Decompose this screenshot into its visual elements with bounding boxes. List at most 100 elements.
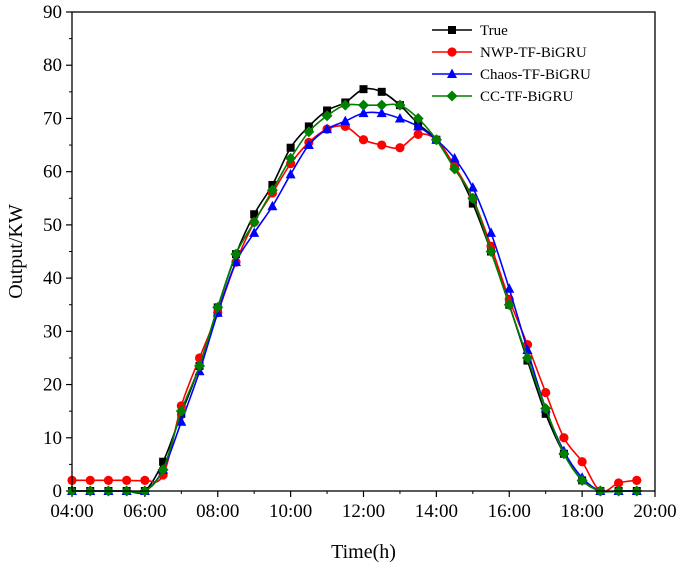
data-point-cc-tf-bigru <box>449 163 461 175</box>
series-line-chaos-tf-bigru <box>71 111 637 494</box>
data-point-cc-tf-bigru <box>503 299 515 311</box>
data-point-cc-tf-bigru <box>339 99 351 111</box>
data-point-nwp-tf-bigru <box>559 433 569 443</box>
data-point-nwp-tf-bigru <box>541 387 551 398</box>
data-point-cc-tf-bigru <box>540 403 552 415</box>
legend-label: Chaos-TF-BiGRU <box>480 67 591 83</box>
data-point-chaos-tf-bigru <box>303 139 314 150</box>
data-point-chaos-tf-bigru <box>467 182 478 192</box>
series-line-true <box>71 87 637 494</box>
y-tick-label: 40 <box>43 268 62 289</box>
legend-marker <box>447 47 457 57</box>
data-point-chaos-tf-bigru <box>376 107 387 118</box>
data-point-cc-tf-bigru <box>485 246 497 257</box>
data-point-cc-tf-bigru <box>175 405 187 417</box>
x-tick-label: 10:00 <box>269 501 312 522</box>
data-point-cc-tf-bigru <box>467 192 479 204</box>
data-point-chaos-tf-bigru <box>449 152 460 163</box>
plot-frame <box>71 11 656 492</box>
y-tick-label: 50 <box>43 215 62 236</box>
y-tick-label: 0 <box>53 481 63 502</box>
legend-label: True <box>480 23 508 39</box>
data-point-chaos-tf-bigru <box>394 112 405 123</box>
axis-ticks: 04:00 06:00 08:00 10:00 12:00 14:00 16:00 18:00… <box>43 2 677 522</box>
x-tick-label: 18:00 <box>560 501 603 522</box>
data-point-chaos-tf-bigru <box>486 227 497 237</box>
data-point-cc-tf-bigru <box>230 248 242 260</box>
y-tick-label: 70 <box>43 108 62 129</box>
data-point-chaos-tf-bigru <box>504 283 515 293</box>
legend-marker <box>448 26 456 34</box>
legend-item-chaos-tf-bigru: Chaos-TF-BiGRU <box>432 67 591 83</box>
y-tick-label: 10 <box>43 428 62 449</box>
data-point-cc-tf-bigru <box>576 474 588 486</box>
data-point-true <box>359 85 368 94</box>
y-tick-label: 60 <box>43 162 62 183</box>
data-point-nwp-tf-bigru <box>377 140 387 150</box>
data-point-cc-tf-bigru <box>394 99 406 111</box>
data-point-cc-tf-bigru <box>212 301 224 313</box>
series-nwp-tf-bigru <box>67 121 642 496</box>
data-point-nwp-tf-bigru <box>103 475 114 485</box>
x-axis-title: Time(h) <box>331 541 396 563</box>
legend-item-nwp-tf-bigru: NWP-TF-BiGRU <box>432 45 587 61</box>
data-point-cc-tf-bigru <box>194 360 206 372</box>
data-point-cc-tf-bigru <box>558 448 570 460</box>
data-point-nwp-tf-bigru <box>85 475 95 485</box>
data-point-chaos-tf-bigru <box>267 200 278 211</box>
x-tick-label: 08:00 <box>196 501 239 522</box>
data-point-chaos-tf-bigru <box>322 123 333 134</box>
data-point-nwp-tf-bigru <box>140 475 150 485</box>
data-point-cc-tf-bigru <box>430 134 442 146</box>
series-cc-tf-bigru <box>66 99 643 497</box>
data-point-chaos-tf-bigru <box>176 416 187 426</box>
legend-marker <box>446 90 458 102</box>
data-point-chaos-tf-bigru <box>285 168 296 179</box>
y-tick-label: 20 <box>43 375 62 396</box>
data-point-true <box>159 457 168 466</box>
x-tick-label: 16:00 <box>488 501 531 522</box>
data-point-nwp-tf-bigru <box>395 143 405 153</box>
y-tick-label: 80 <box>43 55 62 76</box>
data-point-nwp-tf-bigru <box>122 475 132 485</box>
data-point-nwp-tf-bigru <box>613 478 624 488</box>
series-line-cc-tf-bigru <box>71 103 637 494</box>
x-tick-label: 04:00 <box>50 501 93 522</box>
data-point-chaos-tf-bigru <box>340 115 351 126</box>
data-point-cc-tf-bigru <box>266 184 278 196</box>
legend-label: NWP-TF-BiGRU <box>480 45 587 61</box>
series-group <box>66 85 643 497</box>
data-point-chaos-tf-bigru <box>249 227 260 237</box>
x-tick-label: 14:00 <box>415 501 458 522</box>
data-point-nwp-tf-bigru <box>413 129 423 140</box>
data-point-cc-tf-bigru <box>303 126 315 138</box>
data-point-true <box>286 143 295 152</box>
data-point-cc-tf-bigru <box>285 152 297 164</box>
y-tick-label: 30 <box>43 321 62 342</box>
data-point-chaos-tf-bigru <box>230 256 241 267</box>
data-point-true <box>250 210 259 219</box>
legend-label: CC-TF-BiGRU <box>480 89 574 105</box>
data-point-chaos-tf-bigru <box>413 120 424 131</box>
data-point-nwp-tf-bigru <box>577 457 587 467</box>
data-point-nwp-tf-bigru <box>358 135 369 145</box>
y-tick-label: 90 <box>43 2 62 23</box>
data-point-chaos-tf-bigru <box>358 107 369 118</box>
series-line-nwp-tf-bigru <box>71 124 637 493</box>
y-axis-title: Output/KW <box>5 204 27 299</box>
data-point-cc-tf-bigru <box>248 216 260 228</box>
data-point-nwp-tf-bigru <box>632 475 642 485</box>
data-point-true <box>377 87 386 96</box>
data-point-cc-tf-bigru <box>157 464 169 476</box>
x-tick-label: 12:00 <box>342 501 385 522</box>
x-tick-label: 06:00 <box>123 501 166 522</box>
x-tick-label: 20:00 <box>633 501 676 522</box>
data-point-cc-tf-bigru <box>521 352 533 364</box>
legend-item-true: True <box>432 23 508 39</box>
data-point-cc-tf-bigru <box>412 112 424 124</box>
legend-marker <box>447 68 457 78</box>
legend: True NWP-TF-BiGRU Chaos-TF-BiGRU CC-TF-BiGR… <box>432 23 591 105</box>
data-point-cc-tf-bigru <box>376 99 388 111</box>
legend-item-cc-tf-bigru: CC-TF-BiGRU <box>432 89 574 105</box>
